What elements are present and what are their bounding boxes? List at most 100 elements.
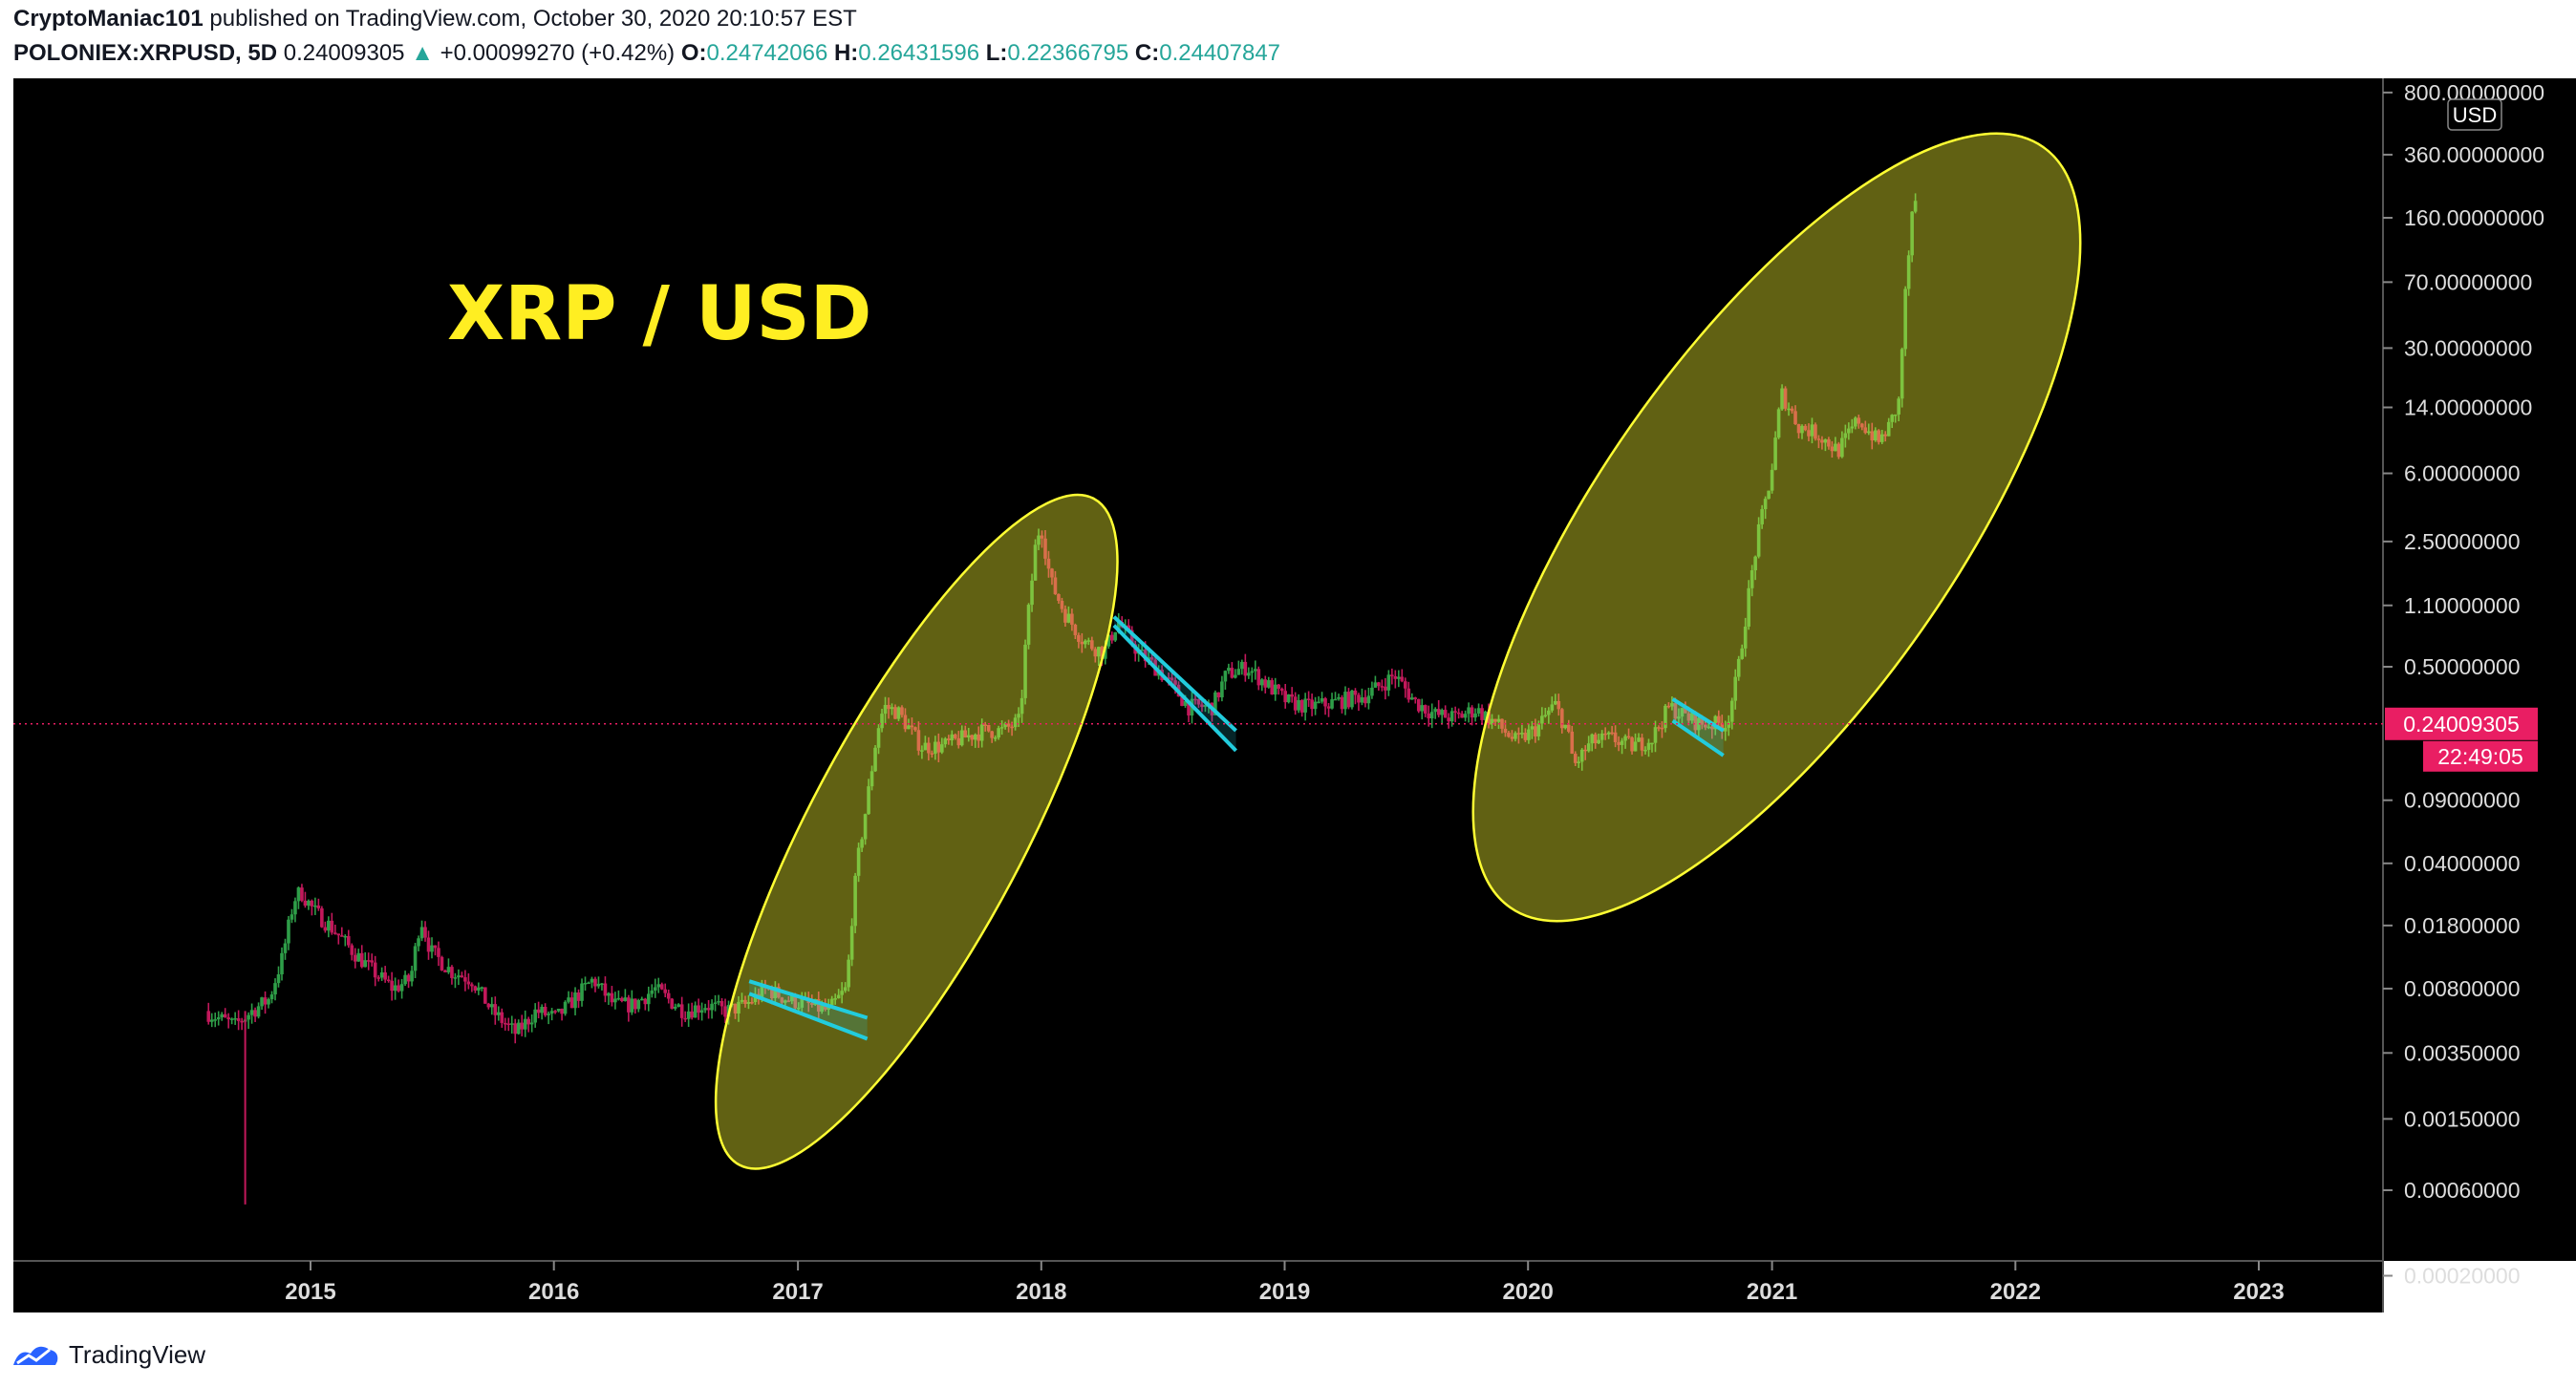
y-tick-label: 360.00000000 [2404,142,2544,167]
candle [569,992,574,1009]
candle-body [1423,705,1428,714]
candle [1707,722,1711,730]
candle-body [1020,697,1024,715]
candle-body [1380,686,1385,688]
candle-body [1030,580,1034,606]
candle [1677,708,1681,725]
candle [1063,605,1067,628]
candle-body [903,715,908,730]
candle-body [1127,625,1131,630]
candle [596,976,601,989]
candle [500,1008,504,1028]
candle [1333,692,1338,701]
candle-body [1266,680,1271,688]
candle-body [1740,648,1744,659]
tradingview-brand[interactable]: TradingView [69,1339,206,1369]
candle [953,733,957,740]
candle-body [793,994,798,1009]
candle [437,941,440,967]
candle [260,996,264,1011]
candle [603,976,608,1003]
candle-body [750,1001,754,1004]
candle-body [466,981,471,985]
candle-body [633,998,637,1010]
candle-body [1167,677,1170,679]
candle-body [1006,723,1011,727]
candle-body [717,1001,720,1003]
candle [220,1012,224,1021]
candle [323,921,328,933]
candle-body [1666,705,1671,708]
candle-body [1693,713,1698,731]
candle [1310,694,1314,716]
candle [1404,677,1407,698]
candle-body [346,935,351,946]
candle-body [1456,712,1461,715]
candle [750,997,754,1005]
candle-body [786,1000,791,1002]
candle-body [390,980,394,992]
candle [1306,691,1311,708]
author-name[interactable]: CryptoManiac101 [13,6,204,32]
candle [1256,666,1261,691]
candle [1490,714,1494,730]
candle [403,971,407,987]
candle [1670,696,1674,711]
tradingview-logo-icon[interactable] [11,1340,61,1369]
ohlc-legend: POLONIEX:XRPUSD, 5D 0.24009305 ▲ +0.0009… [13,40,1280,67]
candle-body [1800,425,1804,434]
candle [1516,727,1521,744]
candle-body [659,984,664,990]
candle-body [1750,570,1754,588]
candle [390,971,394,1001]
plot-background [13,78,2383,1261]
candle [1870,422,1875,450]
candle [1756,517,1761,559]
candle-body [950,734,955,741]
candle-body [1690,713,1694,721]
candle [440,955,444,971]
candle-body [399,984,404,992]
candle [509,1015,514,1035]
candle-body [970,735,975,740]
candle [410,965,414,987]
candle [1037,528,1041,550]
descending-channel [1671,697,1725,758]
candle [620,996,624,1003]
candle-body [440,956,444,971]
candle-body [1523,733,1528,740]
candle [1623,734,1627,749]
symbol-label[interactable]: POLONIEX:XRPUSD, 5D [13,40,278,66]
last-price: 0.24009305 [283,40,405,66]
candle [463,970,467,992]
candle [1020,689,1024,723]
candle-body [1070,613,1074,625]
candle-body [1767,490,1771,500]
channel-fill [1672,698,1724,756]
candle-body [1606,732,1611,735]
candle [1259,678,1264,692]
candle [1277,683,1281,695]
y-tick-label: 0.00020000 [2404,1264,2521,1289]
candle [1330,693,1334,710]
candle [249,1003,254,1024]
candle-body [1277,684,1281,689]
candle [1857,415,1861,429]
candle-body [1527,729,1531,740]
candle [276,966,281,988]
candle-body [869,771,874,787]
candle [1140,645,1144,651]
candle [1323,696,1327,715]
candle-body [1447,717,1450,722]
candle [1436,699,1441,717]
candle-body [1577,761,1581,763]
candle-body [1840,437,1844,458]
candle-body [1653,727,1658,743]
candle-body [1707,726,1711,729]
candle-body [1510,736,1514,739]
candle-body [963,730,968,738]
candle-body [1350,690,1354,708]
candle [693,1001,698,1018]
candle-body [697,1005,700,1014]
